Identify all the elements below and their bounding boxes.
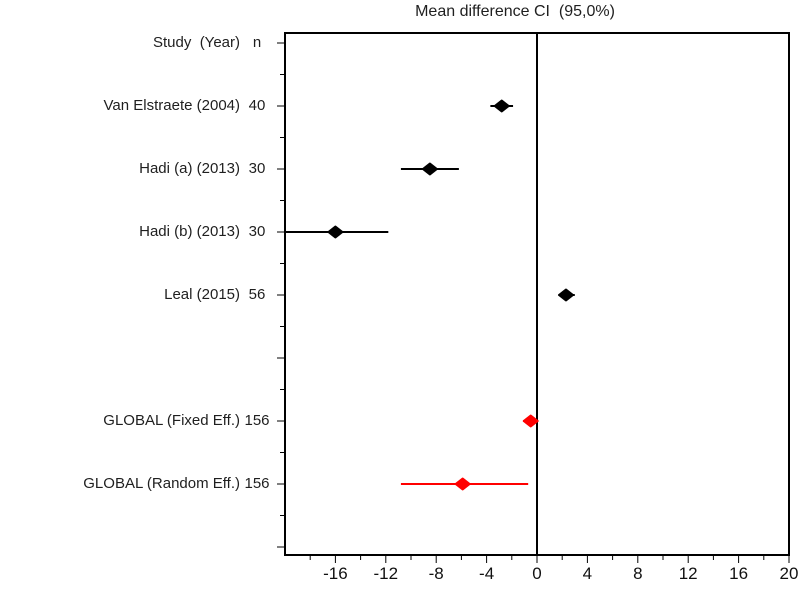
x-tick-label: -4 bbox=[479, 564, 495, 583]
point-estimate-diamond-3 bbox=[327, 225, 344, 239]
point-estimate-diamond-4 bbox=[557, 288, 574, 302]
x-tick-label: 12 bbox=[678, 564, 698, 583]
x-tick-label: -16 bbox=[323, 564, 348, 583]
x-tick-label: 20 bbox=[779, 564, 799, 583]
study-label: GLOBAL (Fixed Eff.) bbox=[103, 412, 240, 429]
n-value: 56 bbox=[248, 286, 266, 303]
point-estimate-diamond-6 bbox=[454, 477, 471, 491]
point-estimate-diamond-1 bbox=[493, 99, 510, 113]
n-value: 30 bbox=[248, 160, 266, 177]
column-header-n: n bbox=[252, 34, 262, 51]
n-value: 30 bbox=[248, 223, 266, 240]
n-value: 156 bbox=[244, 475, 270, 492]
study-label: Van Elstraete (2004) bbox=[103, 97, 240, 114]
x-tick-label: 8 bbox=[633, 564, 643, 583]
point-estimate-diamond-5 bbox=[522, 414, 539, 428]
x-tick-label: -8 bbox=[428, 564, 444, 583]
study-label: GLOBAL (Random Eff.) bbox=[83, 475, 240, 492]
x-tick-label: 0 bbox=[532, 564, 542, 583]
x-tick-label: -12 bbox=[373, 564, 399, 583]
x-tick-label: 16 bbox=[729, 564, 749, 583]
point-estimate-diamond-2 bbox=[421, 162, 438, 176]
n-value: 156 bbox=[244, 412, 270, 429]
study-label: Hadi (a) (2013) bbox=[139, 160, 240, 177]
study-label: Leal (2015) bbox=[164, 286, 240, 303]
study-label: Hadi (b) (2013) bbox=[139, 223, 240, 240]
plot-frame bbox=[284, 32, 790, 556]
column-header-study: Study (Year) bbox=[153, 34, 240, 51]
x-tick-label: 4 bbox=[582, 564, 593, 583]
chart-title: Mean difference CI (95,0%) bbox=[415, 3, 615, 20]
n-value: 40 bbox=[248, 97, 266, 114]
